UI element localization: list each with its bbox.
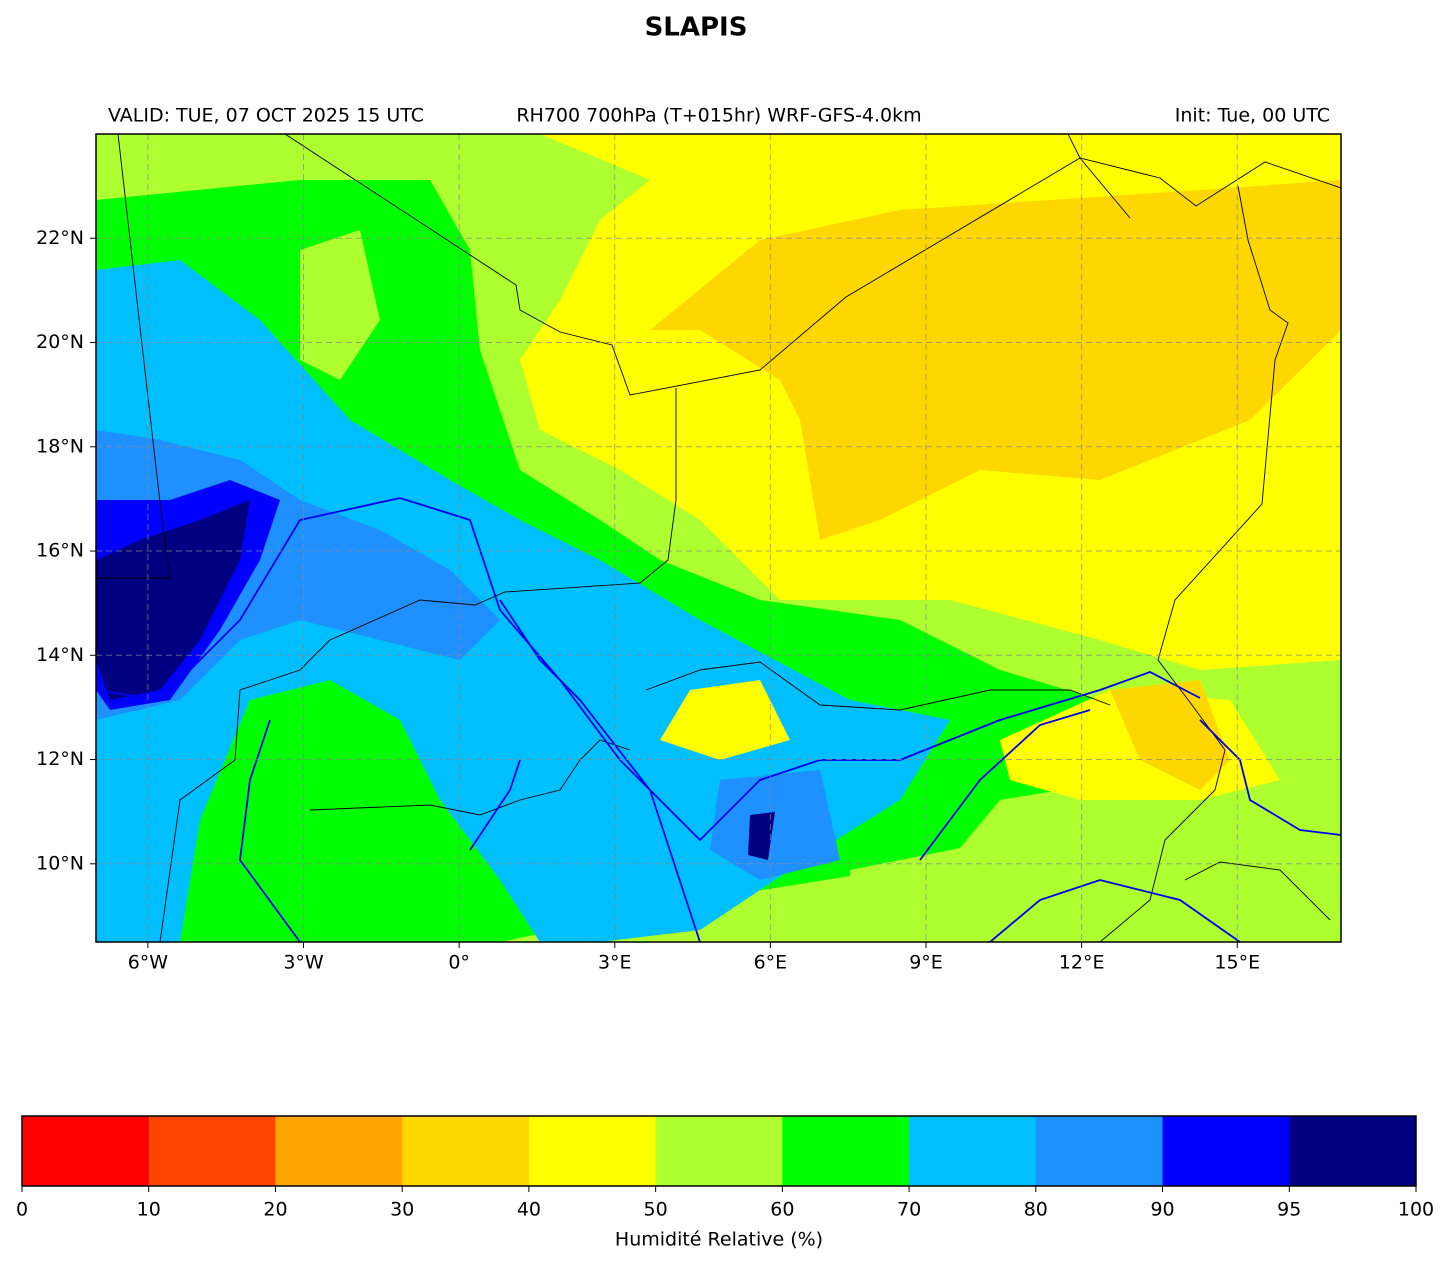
colorbar-tick-label: 20 [263, 1199, 287, 1221]
lon-tick-label: 9°E [909, 952, 943, 974]
colorbar-segment [1162, 1116, 1290, 1186]
valid-time: VALID: TUE, 07 OCT 2025 15 UTC [108, 105, 424, 127]
lon-tick-label: 3°E [598, 952, 632, 974]
lat-tick-label: 16°N [36, 540, 84, 562]
humidity-field [96, 134, 1341, 942]
colorbar-segment [22, 1116, 150, 1186]
lon-tick-label: 6°W [128, 952, 169, 974]
colorbar-segment [655, 1116, 783, 1186]
lat-tick-label: 18°N [36, 435, 84, 457]
colorbar-segment [909, 1116, 1037, 1186]
colorbar-tick-label: 80 [1024, 1199, 1048, 1221]
lon-tick-label: 6°E [754, 952, 788, 974]
title: SLAPIS [645, 13, 748, 43]
lon-tick-label: 12°E [1059, 952, 1105, 974]
lat-tick-label: 12°N [36, 748, 84, 770]
map-frame [95, 133, 1342, 943]
colorbar-label: Humidité Relative (%) [615, 1229, 823, 1251]
lat-tick-label: 14°N [36, 644, 84, 666]
lon-tick-label: 0° [448, 952, 470, 974]
colorbar-tick-label: 30 [390, 1199, 414, 1221]
colorbar-frame [21, 1115, 1417, 1187]
lat-tick-label: 10°N [36, 852, 84, 874]
colorbar-tick-label: 100 [1398, 1199, 1434, 1221]
colorbar-segment [1035, 1116, 1164, 1186]
lon-tick-label: 15°E [1214, 952, 1260, 974]
lon-tick-label: 3°W [283, 952, 324, 974]
colorbar-segment [528, 1116, 657, 1186]
colorbar-tick-label: 90 [1150, 1199, 1174, 1221]
colorbar-tick-label: 40 [517, 1199, 541, 1221]
colorbar-segment [402, 1116, 530, 1186]
colorbar-segment [148, 1116, 276, 1186]
colorbar-tick-label: 10 [137, 1199, 161, 1221]
colorbar-segment [1289, 1116, 1417, 1186]
colorbar-tick-label: 95 [1277, 1199, 1301, 1221]
colorbar-tick-label: 60 [770, 1199, 794, 1221]
graticule [96, 134, 1341, 942]
colorbar-tick-label: 0 [16, 1199, 28, 1221]
lat-tick-label: 20°N [36, 331, 84, 353]
init-time: Init: Tue, 00 UTC [1175, 105, 1330, 127]
colorbar-segment [782, 1116, 910, 1186]
lat-tick-label: 22°N [36, 227, 84, 249]
colorbar-tick-label: 50 [644, 1199, 668, 1221]
product: RH700 700hPa (T+015hr) WRF-GFS-4.0km [516, 105, 921, 127]
colorbar-tick-label: 70 [897, 1199, 921, 1221]
colorbar-segment [275, 1116, 403, 1186]
